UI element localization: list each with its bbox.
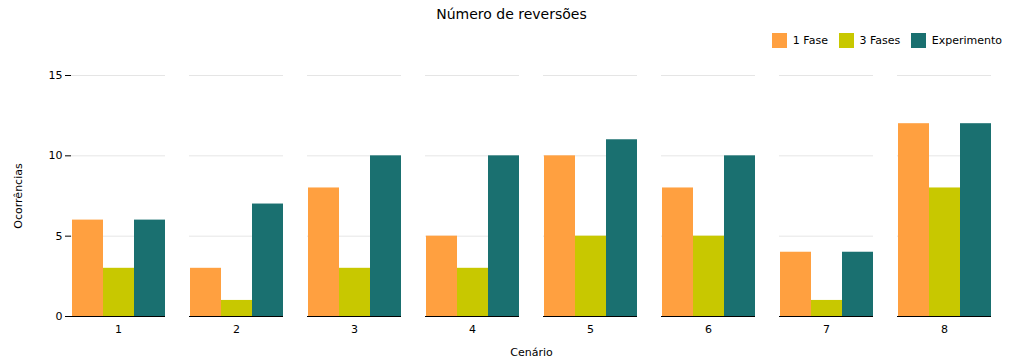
html-text:1 Fase: 1 Fase — [792, 34, 828, 47]
svg-text:15: 15 — [49, 69, 63, 82]
svg-text:1: 1 — [115, 323, 122, 336]
svg-text:Cenário: Cenário — [510, 345, 553, 358]
svg-text:0: 0 — [56, 310, 63, 323]
svg-text:5: 5 — [56, 229, 63, 242]
svg-text:6: 6 — [705, 323, 712, 336]
svg-text:8: 8 — [941, 323, 948, 336]
svg-text:7: 7 — [823, 323, 830, 336]
svg-text:Ocorrências: Ocorrências — [12, 163, 25, 229]
svg-text:3: 3 — [351, 323, 358, 336]
svg-text:4: 4 — [469, 323, 476, 336]
html-text:Experimento: Experimento — [931, 34, 1002, 47]
html-text:Número de reversões: Número de reversões — [436, 6, 587, 22]
svg-text:10: 10 — [49, 149, 63, 162]
svg-text:2: 2 — [233, 323, 240, 336]
svg-text:5: 5 — [587, 323, 594, 336]
html-text:3 Fases: 3 Fases — [859, 34, 901, 47]
